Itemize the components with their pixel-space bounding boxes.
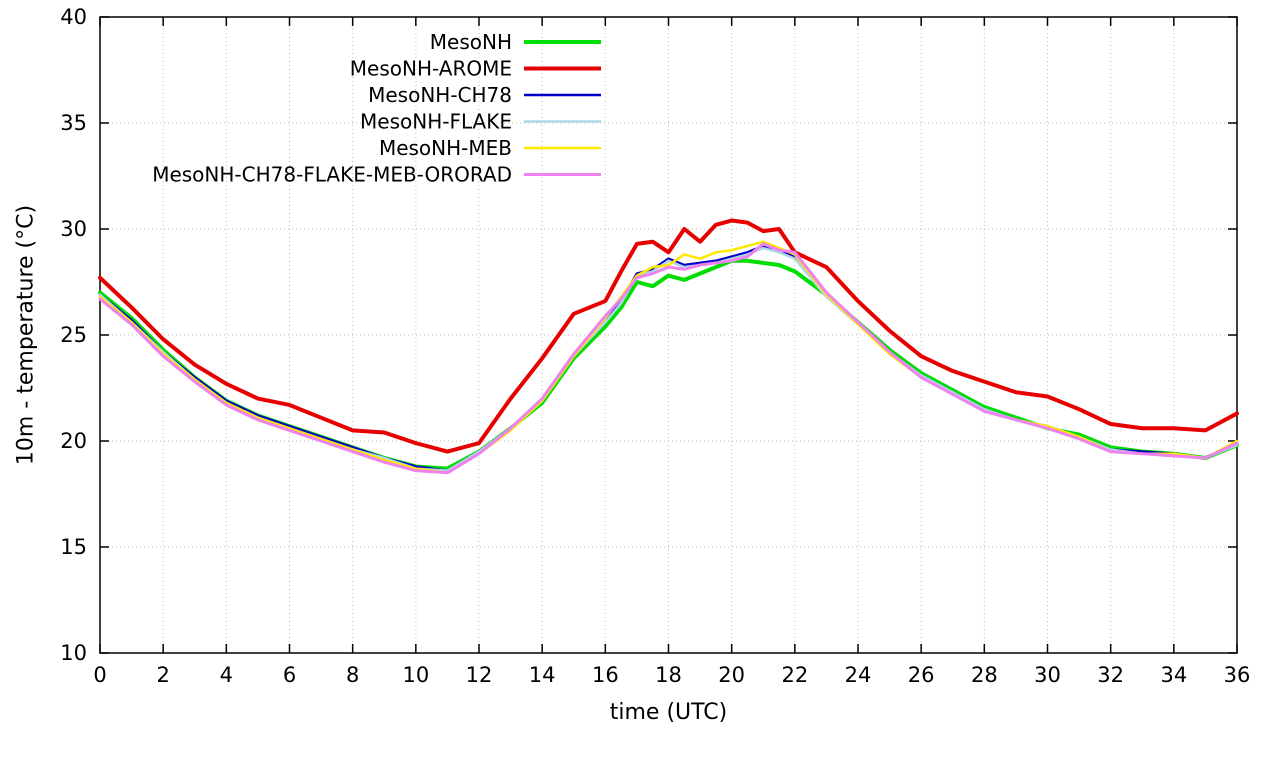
x-tick-label: 26	[908, 663, 935, 687]
y-tick-label: 35	[60, 111, 87, 135]
y-tick-label: 10	[60, 641, 87, 665]
x-axis-title: time (UTC)	[609, 700, 728, 725]
y-tick-label: 25	[60, 323, 87, 347]
y-tick-label: 15	[60, 535, 87, 559]
x-tick-label: 2	[156, 663, 169, 687]
x-tick-label: 6	[283, 663, 296, 687]
legend-label: MesoNH-CH78-FLAKE-MEB-ORORAD	[152, 163, 512, 187]
x-tick-label: 16	[592, 663, 619, 687]
legend-label: MesoNH	[430, 30, 512, 54]
x-tick-label: 18	[655, 663, 682, 687]
x-tick-label: 32	[1097, 663, 1124, 687]
x-tick-label: 24	[845, 663, 872, 687]
x-tick-label: 4	[220, 663, 233, 687]
legend-label: MesoNH-AROME	[350, 57, 512, 81]
x-tick-label: 28	[971, 663, 998, 687]
legend-label: MesoNH-FLAKE	[360, 110, 512, 134]
x-tick-label: 36	[1224, 663, 1251, 687]
x-tick-label: 10	[402, 663, 429, 687]
y-tick-label: 40	[60, 5, 87, 29]
legend-label: MesoNH-MEB	[379, 136, 512, 160]
series-line-mesonh-arome	[98, 218, 1239, 454]
x-tick-label: 0	[93, 663, 106, 687]
x-tick-label: 20	[718, 663, 745, 687]
x-tick-label: 14	[529, 663, 556, 687]
x-tick-label: 30	[1034, 663, 1061, 687]
series-line-mesonh-ch78-flake-meb-ororad	[98, 242, 1239, 475]
y-tick-label: 20	[60, 429, 87, 453]
plot-border	[99, 16, 1238, 654]
x-tick-label: 34	[1160, 663, 1187, 687]
y-tick-label: 30	[60, 217, 87, 241]
x-tick-label: 12	[466, 663, 493, 687]
series-line-mesonh-ch78	[98, 244, 1239, 472]
y-axis-title: 10m - temperature (°C)	[13, 204, 39, 466]
x-tick-label: 22	[781, 663, 808, 687]
legend-label: MesoNH-CH78	[368, 83, 512, 107]
x-tick-label: 8	[346, 663, 359, 687]
